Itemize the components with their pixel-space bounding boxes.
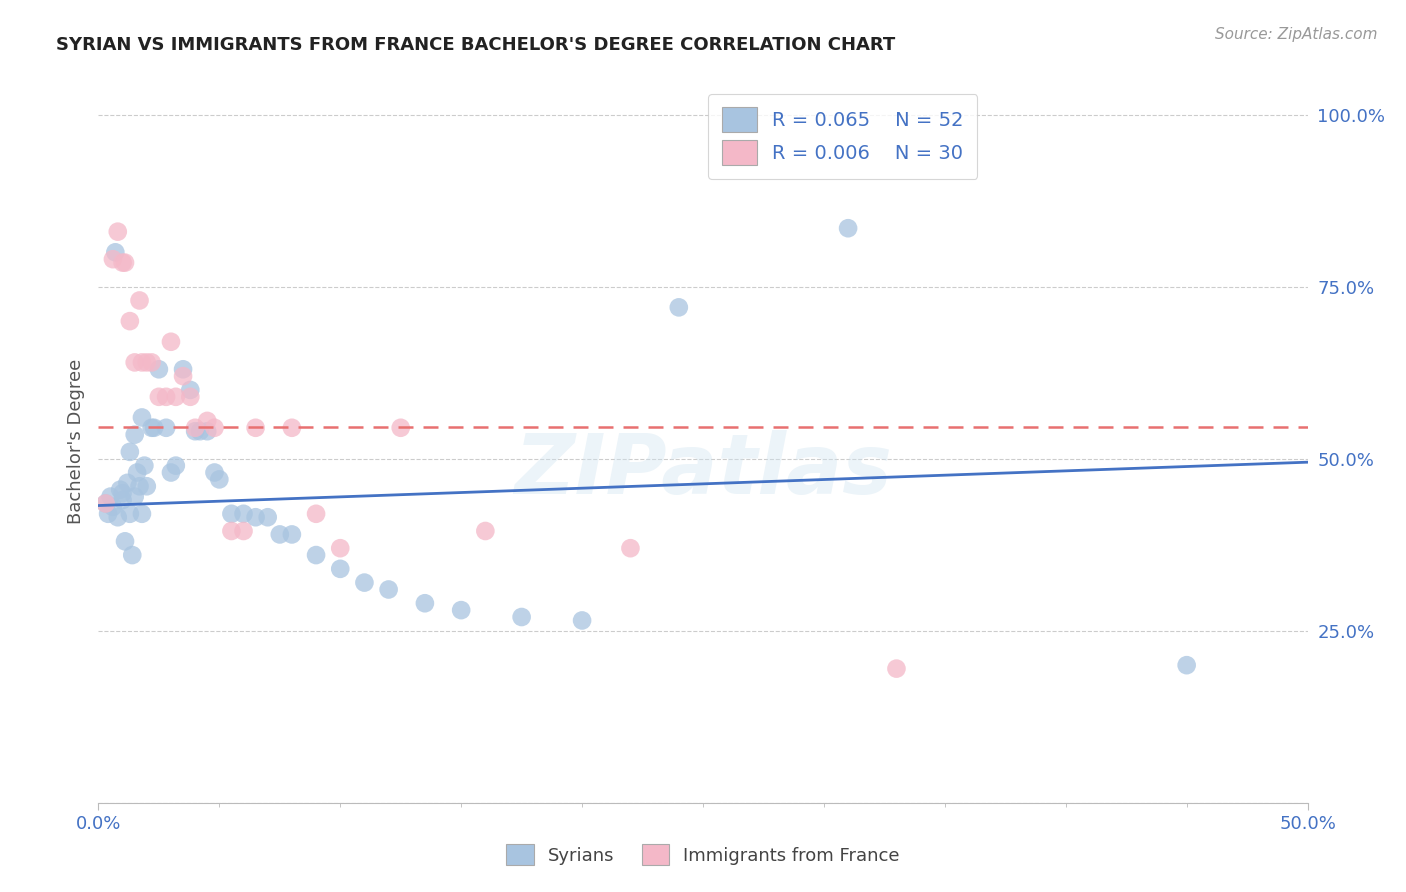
Point [179,383,201,397]
Point [108,483,131,497]
Point [389,421,412,435]
Point [111,255,134,269]
Point [353,575,375,590]
Point [131,507,153,521]
Point [100,490,122,504]
Point [204,421,226,435]
Point [114,255,136,269]
Point [195,414,218,428]
Point [208,472,231,486]
Point [195,424,218,438]
Point [155,421,177,435]
Point [117,475,139,490]
Point [1175,658,1198,673]
Point [101,500,124,514]
Point [188,424,211,438]
Point [221,524,243,538]
Point [510,610,533,624]
Legend: R = 0.065    N = 52, R = 0.006    N = 30: R = 0.065 N = 52, R = 0.006 N = 30 [709,94,977,178]
Point [232,524,254,538]
Point [148,362,170,376]
Point [101,252,124,267]
Point [118,445,141,459]
Point [141,355,163,369]
Point [155,390,177,404]
Point [886,662,908,676]
Point [184,421,207,435]
Point [118,507,141,521]
Point [148,390,170,404]
Point [329,541,352,556]
Point [165,390,187,404]
Point [160,334,183,349]
Point [281,527,304,541]
Point [135,355,157,369]
Point [245,421,267,435]
Point [114,534,136,549]
Text: Source: ZipAtlas.com: Source: ZipAtlas.com [1215,27,1378,42]
Point [668,301,690,315]
Point [204,466,226,480]
Point [118,314,141,328]
Point [256,510,278,524]
Point [124,355,146,369]
Point [305,507,328,521]
Point [474,524,496,538]
Y-axis label: Bachelor's Degree: Bachelor's Degree [66,359,84,524]
Point [135,479,157,493]
Point [143,421,166,435]
Point [124,490,146,504]
Point [127,466,149,480]
Point [104,245,127,260]
Point [619,541,641,556]
Point [571,614,593,628]
Point [172,369,194,384]
Point [245,510,267,524]
Point [141,421,163,435]
Point [160,466,183,480]
Point [165,458,187,473]
Point [413,596,436,610]
Point [837,221,859,235]
Legend: Syrians, Immigrants from France: Syrians, Immigrants from France [498,835,908,874]
Point [94,496,117,510]
Point [269,527,291,541]
Point [305,548,328,562]
Point [94,496,117,510]
Point [121,548,143,562]
Point [128,479,150,493]
Point [450,603,472,617]
Point [107,225,129,239]
Point [97,507,120,521]
Point [111,493,134,508]
Point [128,293,150,308]
Point [107,510,129,524]
Point [111,486,134,500]
Point [131,355,153,369]
Point [179,390,201,404]
Point [232,507,254,521]
Point [281,421,304,435]
Point [329,562,352,576]
Point [131,410,153,425]
Point [172,362,194,376]
Text: ZIPatlas: ZIPatlas [515,430,891,511]
Point [134,458,156,473]
Point [221,507,243,521]
Text: SYRIAN VS IMMIGRANTS FROM FRANCE BACHELOR'S DEGREE CORRELATION CHART: SYRIAN VS IMMIGRANTS FROM FRANCE BACHELO… [56,36,896,54]
Point [377,582,399,597]
Point [184,424,207,438]
Point [124,427,146,442]
